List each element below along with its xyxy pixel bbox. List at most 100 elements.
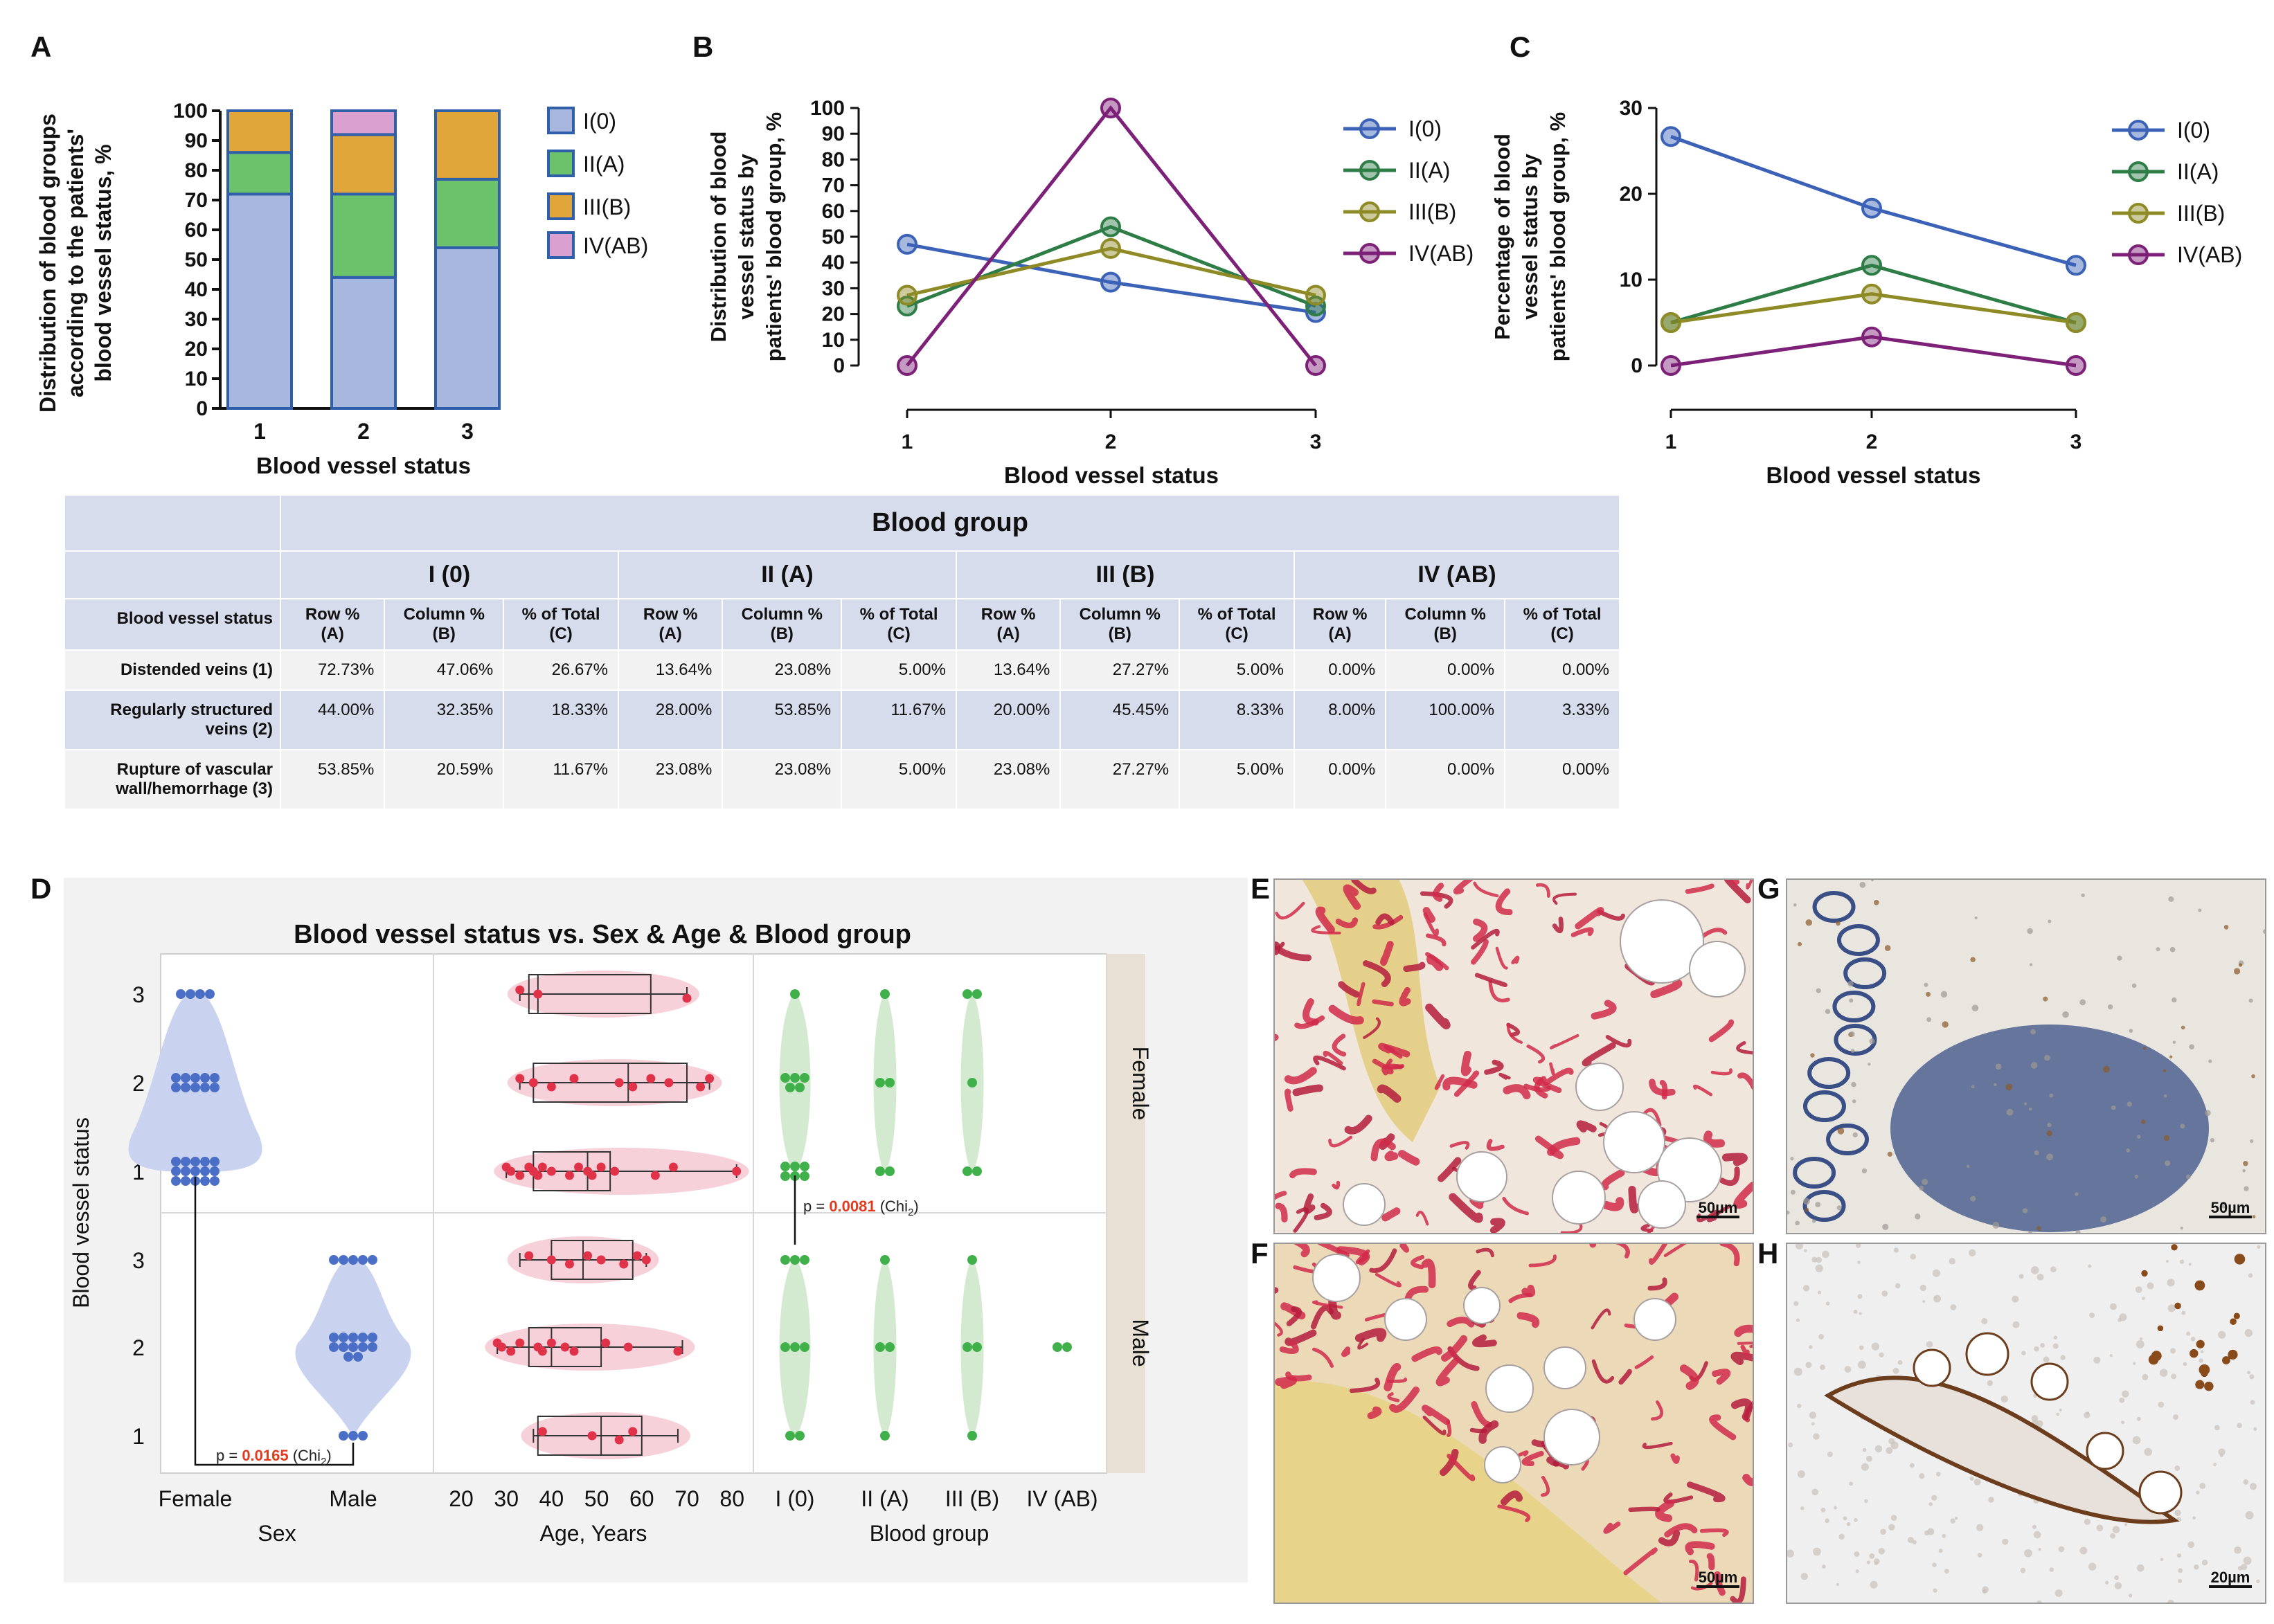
micrograph-border (1786, 1243, 2266, 1604)
age-point (668, 1162, 678, 1172)
stained-cell (1922, 1178, 1928, 1185)
dab-positive-cell (2190, 1348, 2199, 1358)
table-cell: 72.73% (279, 649, 386, 691)
table-cell: 28.00% (617, 689, 724, 750)
collagen-fiber (1275, 1202, 1288, 1222)
background-cell (2244, 1328, 2253, 1337)
adipocyte (2030, 1362, 2069, 1401)
stacked-bar-segment (226, 151, 293, 196)
collagen-fiber (1341, 1346, 1351, 1357)
data-point (1100, 271, 1121, 293)
stained-cell (1805, 919, 1813, 926)
sex-point (358, 1431, 368, 1441)
sex-point (329, 1333, 339, 1342)
age-point (610, 1166, 620, 1176)
blood-point (780, 1255, 790, 1265)
table-cell: 100.00% (1385, 689, 1506, 750)
collagen-fiber (1541, 1475, 1550, 1497)
sex-point (200, 1073, 210, 1083)
blood-point (972, 989, 982, 999)
background-cell (1886, 1447, 1893, 1454)
dab-positive-cell (2194, 1280, 2205, 1291)
blood-point (880, 989, 890, 999)
collagen-fiber (1535, 883, 1550, 898)
blood-violin (873, 1257, 897, 1438)
micrograph-border (1786, 878, 2266, 1234)
stained-cell (1925, 991, 1931, 997)
sex-point (368, 1333, 377, 1342)
table-cell: 5.00% (841, 749, 957, 810)
data-point (1660, 126, 1681, 147)
stained-cell (2028, 1107, 2032, 1111)
age-point (641, 1255, 651, 1265)
legend-label: I(0) (583, 109, 616, 134)
collagen-fiber (1354, 1328, 1387, 1342)
stained-cell (1924, 982, 1928, 987)
dab-positive-cell (2196, 1339, 2205, 1348)
adipocyte (1484, 1446, 1521, 1483)
adipocyte (1456, 1151, 1507, 1202)
background-cell (1859, 1345, 1864, 1351)
age-point (533, 1171, 543, 1180)
table-cell: 26.67% (503, 649, 619, 691)
stained-cell (2163, 1135, 2170, 1142)
collagen-fiber (1703, 1130, 1726, 1148)
stained-cell (2022, 1208, 2028, 1214)
y-tick-label: 10 (1620, 269, 1642, 291)
row-label-line: Distended veins (1) (120, 660, 273, 679)
stained-cell (2198, 908, 2202, 912)
dab-positive-cell (2141, 1270, 2148, 1277)
collagen-fiber (1649, 1079, 1676, 1097)
y-axis-title: vessel status by (734, 153, 758, 319)
x-axis-title: Blood vessel status (1766, 462, 1981, 488)
collagen-fiber (1591, 1000, 1617, 1020)
background-cell (1811, 1488, 1819, 1496)
age-point (705, 1074, 715, 1083)
collagen-fiber (1286, 1306, 1302, 1327)
collagen-fiber (1486, 1139, 1505, 1151)
collagen-fiber (1363, 960, 1391, 988)
background-cell (2093, 1356, 2101, 1364)
data-point (1660, 355, 1681, 376)
blood-point (780, 1171, 790, 1181)
table-sub-header-line: % of Total (521, 605, 600, 624)
background-cell (2033, 1531, 2041, 1539)
dab-positive-cell (2157, 1325, 2164, 1332)
background-cell (1800, 1506, 1805, 1510)
background-cell (2112, 1526, 2120, 1533)
collagen-fiber (1279, 1340, 1299, 1355)
stained-cell (1852, 1099, 1856, 1103)
background-cell (1813, 1433, 1820, 1440)
table-cell: 20.00% (955, 689, 1062, 750)
age-point (506, 1346, 516, 1356)
crypt (1832, 991, 1876, 1022)
background-cell (2144, 1447, 2153, 1456)
background-cell (2024, 1549, 2032, 1558)
age-point (601, 1338, 611, 1348)
stained-cell (2208, 1059, 2212, 1063)
age-point (664, 1078, 674, 1088)
background-cell (2167, 1304, 2176, 1312)
collagen-fiber (1423, 912, 1439, 937)
background-cell (2183, 1362, 2187, 1366)
collagen-fiber (1425, 933, 1447, 947)
background-cell (2201, 1560, 2208, 1566)
stained-cell (2100, 1216, 2107, 1223)
blood-point (795, 1083, 805, 1092)
y-axis-title: blood vessel status, % (91, 144, 116, 381)
sex-point (186, 989, 195, 999)
sex-point (348, 1255, 358, 1265)
table-sub-header-line: (C) (1550, 624, 1574, 643)
stained-cell (2046, 1153, 2054, 1161)
y-tick-label: 2 (132, 1071, 145, 1096)
stained-cell (2134, 1174, 2138, 1179)
collagen-fiber (1313, 1055, 1346, 1071)
y-axis-title: vessel status by (1518, 153, 1542, 319)
age-point (614, 1078, 624, 1088)
background-cell (2142, 1373, 2149, 1380)
stained-cell (2169, 1055, 2173, 1058)
p-value-annotation: p = 0.0081 (Chi2) (803, 1198, 919, 1218)
sex-point (200, 1157, 210, 1166)
collagen-fiber (1421, 1258, 1436, 1289)
y-tick-label: 3 (132, 982, 145, 1007)
